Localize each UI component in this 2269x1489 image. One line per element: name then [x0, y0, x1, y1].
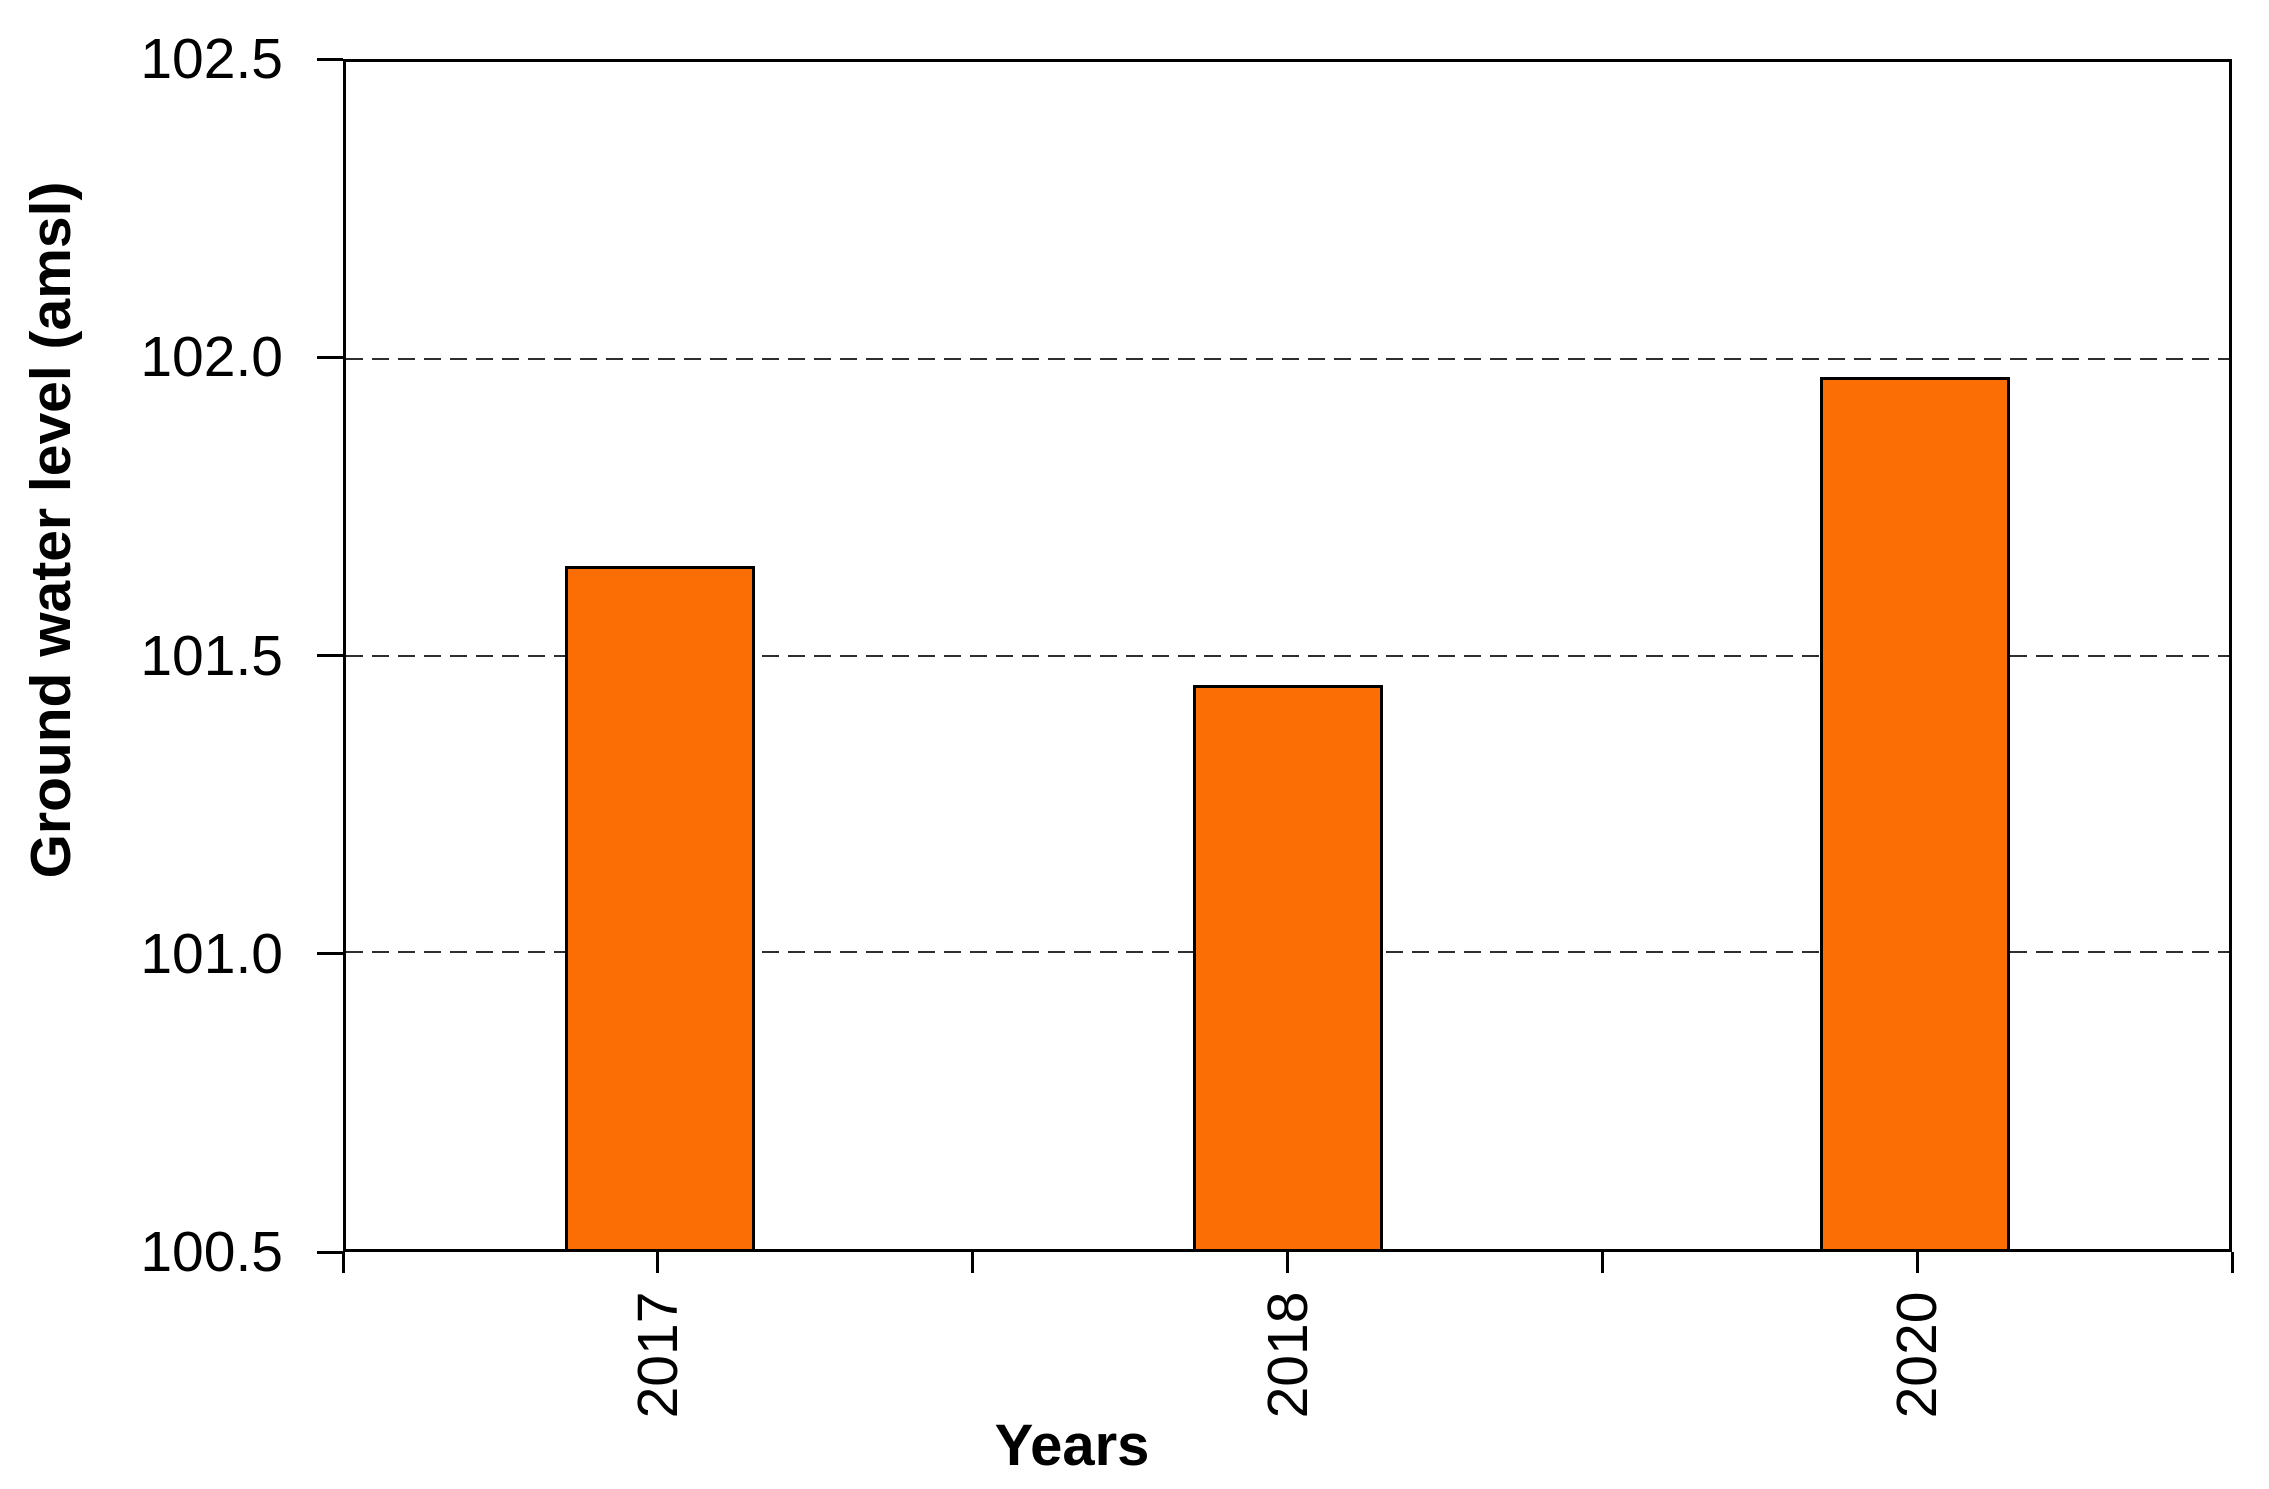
x-tick — [2230, 1252, 2234, 1273]
y-tick-label: 102.0 — [140, 325, 283, 390]
y-tick — [317, 952, 343, 956]
x-tick-label: 2020 — [1885, 1291, 1950, 1419]
bar — [1192, 685, 1383, 1249]
y-axis-title: Ground water level (amsl) — [19, 181, 83, 879]
y-tick — [317, 355, 343, 359]
x-tick-label: 2018 — [1255, 1291, 1320, 1419]
x-tick — [1600, 1252, 1604, 1273]
x-tick — [971, 1252, 975, 1273]
x-tick — [341, 1252, 345, 1273]
y-tick-label: 102.5 — [140, 27, 283, 91]
x-tick-label: 2017 — [625, 1291, 690, 1419]
y-tick — [317, 1250, 343, 1254]
plot-area — [343, 59, 2232, 1252]
bar — [1820, 376, 2011, 1249]
y-tick-label: 101.0 — [140, 921, 283, 986]
y-tick-label: 100.5 — [140, 1220, 283, 1284]
x-axis-title: Years — [994, 1413, 1150, 1478]
bar — [564, 566, 755, 1249]
gridline — [346, 654, 2229, 657]
y-tick — [317, 57, 343, 61]
y-tick-label: 101.5 — [140, 623, 283, 688]
gridline — [346, 357, 2229, 360]
x-tick — [1286, 1252, 1289, 1273]
x-tick — [1915, 1252, 1919, 1273]
y-tick — [317, 654, 343, 657]
x-tick — [656, 1252, 660, 1273]
